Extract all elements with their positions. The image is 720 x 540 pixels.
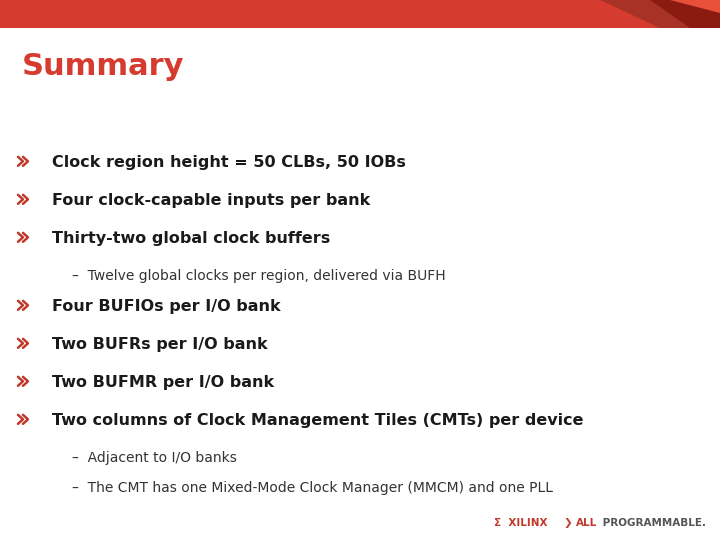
Text: Thirty-two global clock buffers: Thirty-two global clock buffers (52, 231, 330, 246)
Polygon shape (650, 0, 720, 28)
Text: Four BUFIOs per I/O bank: Four BUFIOs per I/O bank (52, 299, 281, 314)
Text: –  The CMT has one Mixed-Mode Clock Manager (MMCM) and one PLL: – The CMT has one Mixed-Mode Clock Manag… (72, 481, 553, 495)
Polygon shape (600, 0, 720, 28)
Text: Two columns of Clock Management Tiles (CMTs) per device: Two columns of Clock Management Tiles (C… (52, 413, 583, 428)
Text: Σ  XILINX: Σ XILINX (494, 518, 547, 528)
Text: Clock region height = 50 CLBs, 50 IOBs: Clock region height = 50 CLBs, 50 IOBs (52, 155, 406, 170)
Text: Four clock-capable inputs per bank: Four clock-capable inputs per bank (52, 193, 370, 208)
Polygon shape (670, 0, 720, 12)
Text: Two BUFRs per I/O bank: Two BUFRs per I/O bank (52, 337, 268, 352)
Text: Summary: Summary (22, 52, 184, 81)
Text: ALL: ALL (576, 518, 598, 528)
Text: Two BUFMR per I/O bank: Two BUFMR per I/O bank (52, 375, 274, 390)
Text: ❯: ❯ (563, 518, 572, 528)
Text: PROGRAMMABLE.: PROGRAMMABLE. (599, 518, 706, 528)
Bar (0, 0, 720, 28)
Text: –  Twelve global clocks per region, delivered via BUFH: – Twelve global clocks per region, deliv… (72, 269, 446, 283)
Text: –  Adjacent to I/O banks: – Adjacent to I/O banks (72, 451, 237, 465)
